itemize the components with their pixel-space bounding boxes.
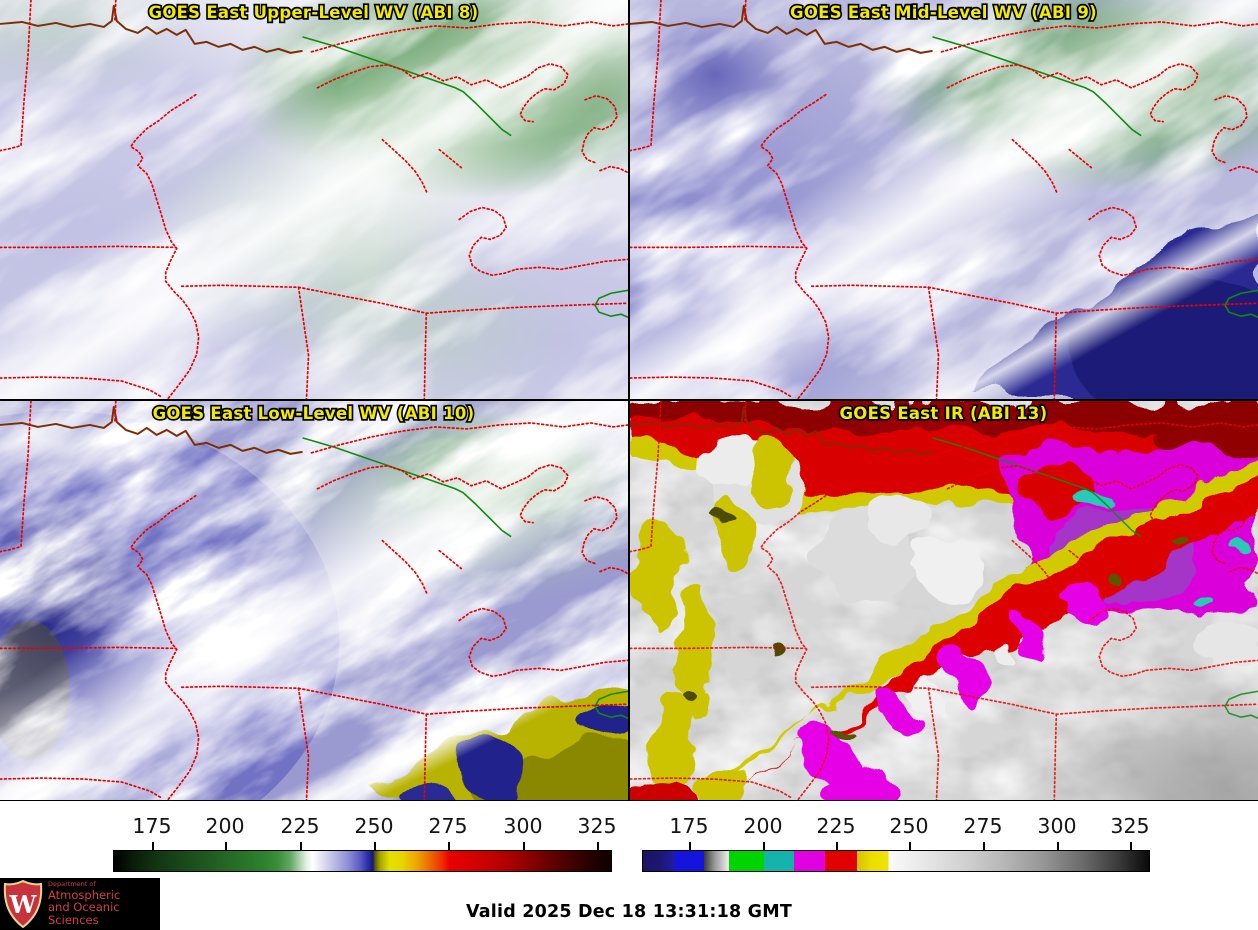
colorbar-tick-label: 175 [132,814,172,838]
satellite-quad-grid: GOES East Upper-Level WV (ABI 8) [0,0,1258,801]
panel-title: GOES East Mid-Level WV (ABI 9) [790,3,1097,22]
colorbar-tick-label: 300 [503,814,543,838]
logo-text: Department of Atmospheric and Oceanic Sc… [48,881,157,926]
tick-mark [448,842,450,850]
logo-dept-line: Department of [48,880,96,889]
tick-mark [374,842,376,850]
tick-mark [909,842,911,850]
tick-mark [225,842,227,850]
uw-crest-icon: W [3,880,43,928]
panel-low-level-wv: GOES East Low-Level WV (ABI 10) [0,401,628,800]
tick-mark [300,842,302,850]
valid-time-label: Valid 2025 Dec 18 13:31:18 GMT [466,902,792,922]
ir-colorbar-gradient [642,850,1150,872]
panel-title: GOES East Low-Level WV (ABI 10) [153,404,475,423]
tick-mark [836,842,838,850]
colorbar-tick-label: 225 [816,814,856,838]
colorbar-tick-label: 200 [743,814,783,838]
logo-line-2: and Oceanic Sciences [48,900,120,927]
panel-ir: GOES East IR (ABI 13) [630,401,1258,800]
tick-mark [1130,842,1132,850]
tick-mark [689,842,691,850]
panel-upper-level-wv: GOES East Upper-Level WV (ABI 8) [0,0,628,399]
tick-mark [597,842,599,850]
colorbar-tick-label: 275 [428,814,468,838]
colorbar-tick-label: 250 [354,814,394,838]
colorbar-tick-label: 300 [1037,814,1077,838]
tick-mark [152,842,154,850]
colorbar-tick-label: 175 [669,814,709,838]
colorbar-tick-label: 275 [963,814,1003,838]
tick-mark [523,842,525,850]
panel-title: GOES East Upper-Level WV (ABI 8) [149,3,479,22]
colorbar-tick-label: 225 [280,814,320,838]
panel-mid-level-wv: GOES East Mid-Level WV (ABI 9) [630,0,1258,399]
uw-aos-logo: W Department of Atmospheric and Oceanic … [0,878,160,930]
wv-colorbar: 175 200 225 250 275 300 325 [113,814,617,874]
crest-monogram: W [9,890,38,919]
tick-mark [763,842,765,850]
tick-mark [1057,842,1059,850]
colorbar-tick-label: 250 [889,814,929,838]
panel-title: GOES East IR (ABI 13) [840,404,1048,423]
colorbar-tick-label: 325 [577,814,617,838]
wv-colorbar-gradient [113,850,612,872]
colorbar-tick-label: 200 [205,814,245,838]
logo-line-1: Atmospheric [48,887,121,902]
colorbar-tick-label: 325 [1110,814,1150,838]
ir-colorbar: 175 200 225 250 275 300 325 [642,814,1150,874]
tick-mark [983,842,985,850]
